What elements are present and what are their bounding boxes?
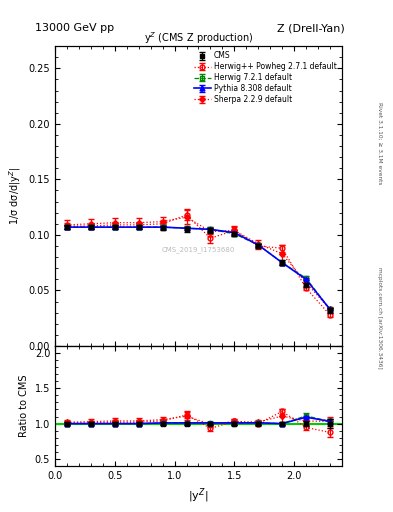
Text: Z (Drell-Yan): Z (Drell-Yan) xyxy=(277,23,344,33)
Text: 13000 GeV pp: 13000 GeV pp xyxy=(35,23,114,33)
Text: CMS_2019_I1753680: CMS_2019_I1753680 xyxy=(162,247,235,253)
Y-axis label: Ratio to CMS: Ratio to CMS xyxy=(19,375,29,437)
Legend: CMS, Herwig++ Powheg 2.7.1 default, Herwig 7.2.1 default, Pythia 8.308 default, : CMS, Herwig++ Powheg 2.7.1 default, Herw… xyxy=(192,50,338,105)
Text: Rivet 3.1.10; ≥ 3.1M events: Rivet 3.1.10; ≥ 3.1M events xyxy=(377,102,382,185)
X-axis label: |y$^{Z}$|: |y$^{Z}$| xyxy=(188,486,209,505)
Title: y$^{Z}$ (CMS Z production): y$^{Z}$ (CMS Z production) xyxy=(144,30,253,46)
Y-axis label: 1/σ dσ/d|y$^{Z}$|: 1/σ dσ/d|y$^{Z}$| xyxy=(7,166,23,225)
Text: mcplots.cern.ch [arXiv:1306.3436]: mcplots.cern.ch [arXiv:1306.3436] xyxy=(377,267,382,368)
